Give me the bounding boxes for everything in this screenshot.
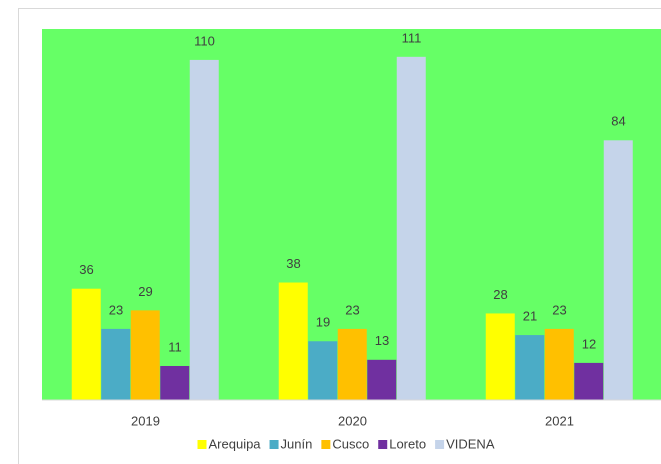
data-label: 12 [582,336,596,351]
data-label: 29 [138,284,152,299]
bar [485,313,515,400]
data-label: 23 [345,302,359,317]
legend-label: Loreto [389,436,426,451]
data-label: 23 [552,302,566,317]
data-label: 36 [79,262,93,277]
data-label: 28 [493,287,507,302]
legend-swatch [378,440,388,449]
legend-label: VIDENA [446,436,495,451]
x-tick-label: 2019 [131,413,160,428]
legend-label: Arequipa [209,436,262,451]
bar [544,328,574,400]
data-label: 110 [194,33,215,48]
data-label: 21 [523,309,537,324]
data-label: 111 [402,30,422,45]
data-label: 19 [316,315,330,330]
x-tick-label: 2021 [545,413,574,428]
data-label: 23 [109,302,123,317]
bar [278,282,308,400]
legend-label: Cusco [332,436,369,451]
bar [515,335,545,400]
bar [337,328,367,400]
legend-swatch [197,440,207,449]
bar [574,362,604,400]
legend-swatch [321,440,331,449]
legend-label: Junín [281,436,313,451]
bar [160,365,190,400]
bar [101,328,131,400]
bar [71,288,101,400]
bar [130,310,160,400]
bar [189,59,219,401]
x-tick-label: 2020 [338,413,367,428]
legend-swatch [269,440,279,449]
data-label: 11 [168,339,182,354]
bar [603,140,633,401]
data-label: 13 [375,333,389,348]
legend-swatch [435,440,445,449]
bar [367,359,397,400]
data-label: 38 [286,256,300,271]
data-label: 84 [611,114,625,129]
bar [308,341,338,400]
bar [396,56,426,400]
